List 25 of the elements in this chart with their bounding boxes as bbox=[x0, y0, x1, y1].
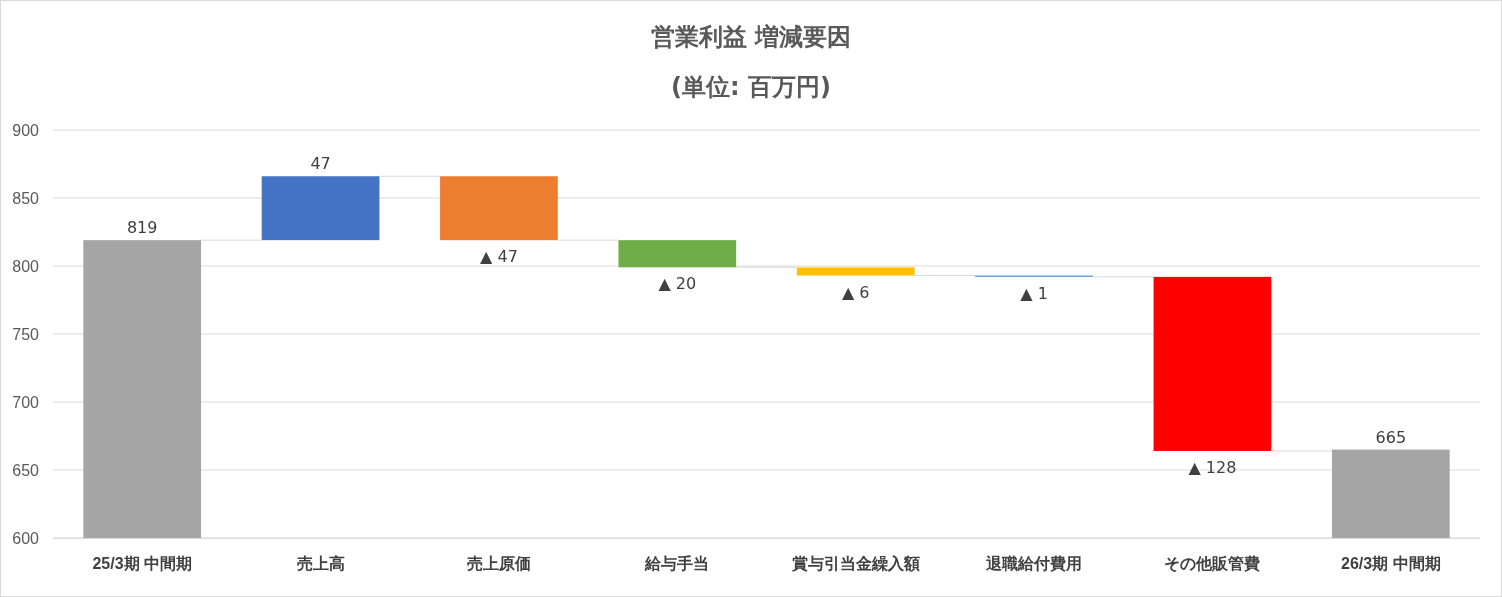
x-tick-label: 売上原価 bbox=[466, 555, 531, 573]
x-tick-label: 26/3期 中間期 bbox=[1341, 555, 1441, 573]
x-tick-label: 給与手当 bbox=[644, 555, 710, 573]
data-label: 47 bbox=[310, 154, 331, 174]
data-label: ▲ 20 bbox=[658, 274, 697, 294]
chart-title: 営業利益 増減要因 bbox=[650, 23, 852, 51]
x-tick-label: 賞与引当金繰入額 bbox=[791, 555, 920, 574]
data-label: ▲ 128 bbox=[1188, 457, 1237, 477]
x-tick-label: 退職給付費用 bbox=[985, 555, 1083, 573]
y-tick-label: 750 bbox=[12, 325, 40, 343]
chart-subtitle: (単位: 百万円) bbox=[671, 73, 831, 101]
y-tick-label: 900 bbox=[12, 121, 40, 139]
y-tick-label: 850 bbox=[12, 189, 40, 207]
y-tick-label: 600 bbox=[12, 529, 40, 547]
y-tick-label: 650 bbox=[12, 461, 40, 479]
x-tick-label: その他販管費 bbox=[1164, 555, 1261, 574]
y-tick-label: 800 bbox=[12, 257, 40, 275]
data-label: ▲ 6 bbox=[841, 282, 870, 302]
x-tick-label: 売上高 bbox=[296, 554, 345, 573]
data-label: ▲ 47 bbox=[480, 247, 518, 267]
x-tick-label: 25/3期 中間期 bbox=[92, 555, 192, 573]
data-label: 665 bbox=[1375, 427, 1407, 447]
y-tick-label: 700 bbox=[12, 393, 40, 411]
data-label: ▲ 1 bbox=[1020, 283, 1048, 303]
data-label: 819 bbox=[126, 218, 158, 238]
